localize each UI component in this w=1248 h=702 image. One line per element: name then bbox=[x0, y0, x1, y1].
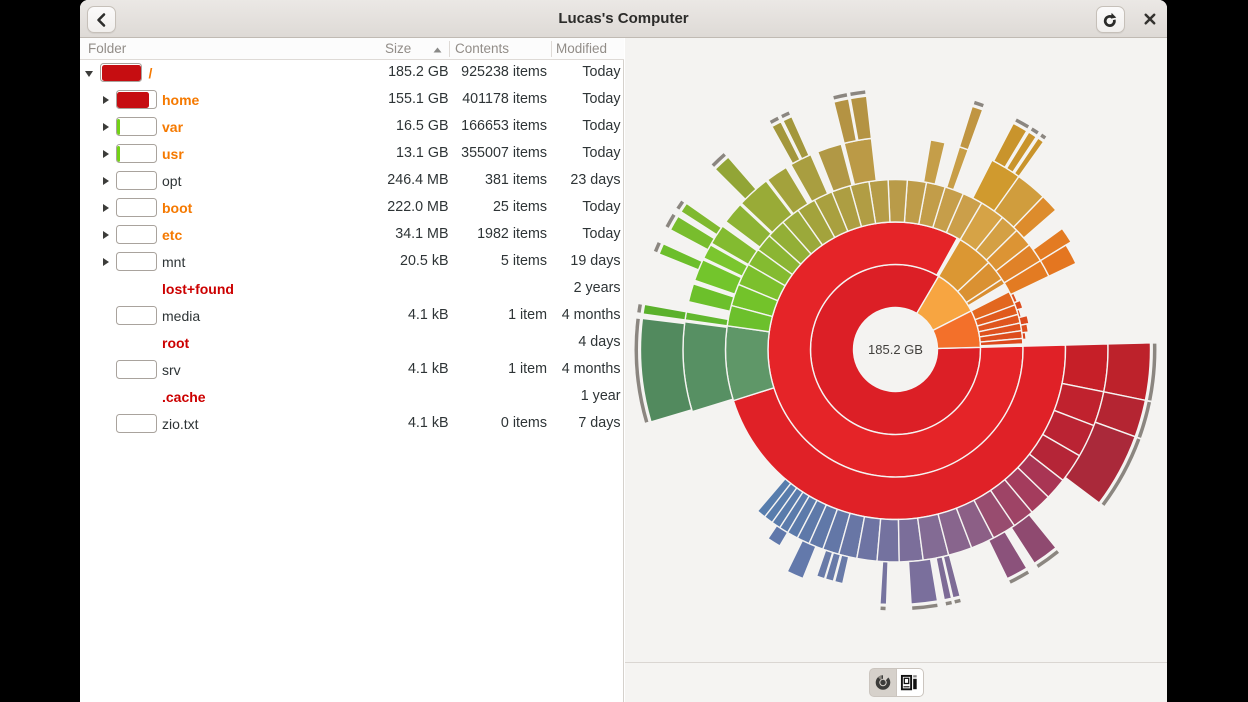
svg-text:185.2 GB: 185.2 GB bbox=[868, 342, 923, 357]
